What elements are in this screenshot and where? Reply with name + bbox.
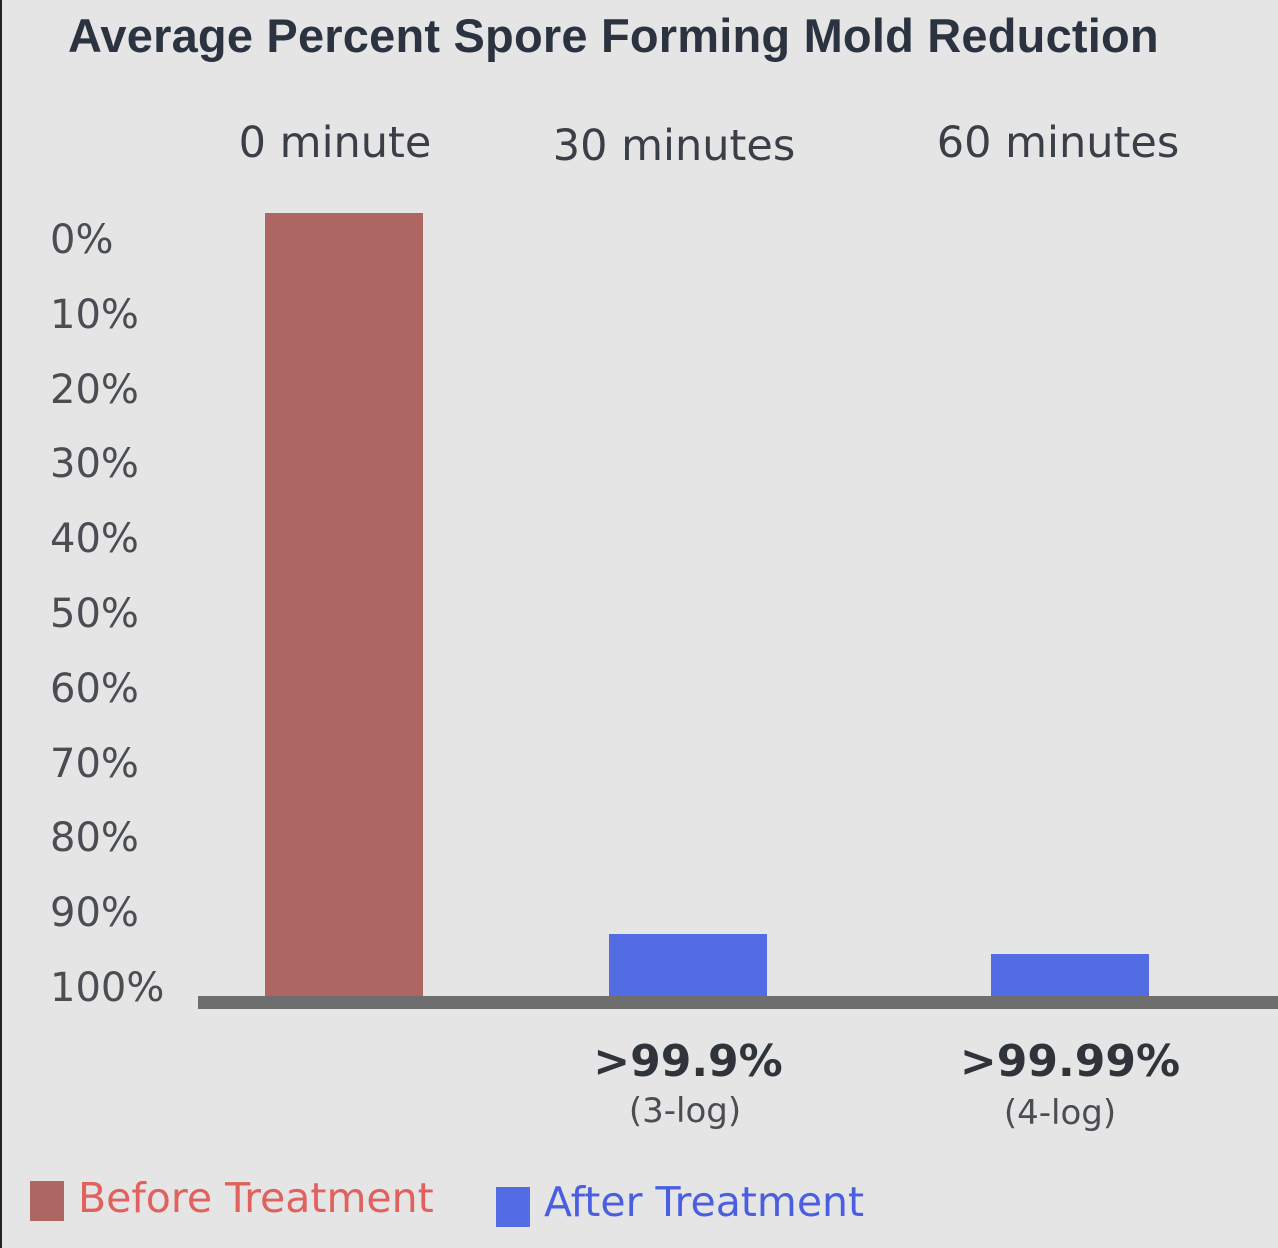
y-tick-label: 80% bbox=[50, 815, 139, 862]
legend-label-before: Before Treatment bbox=[78, 1174, 434, 1222]
y-tick-label: 30% bbox=[50, 441, 139, 488]
bar-after-2 bbox=[991, 953, 1149, 997]
baseline-axis bbox=[198, 996, 1278, 1009]
y-tick-label: 60% bbox=[50, 665, 139, 712]
annotation-main-60: >99.99% bbox=[959, 1036, 1181, 1087]
bar-before-0 bbox=[265, 213, 423, 997]
legend-swatch-before bbox=[30, 1181, 64, 1221]
category-label-2: 60 minutes bbox=[936, 118, 1180, 168]
category-label-0: 0 minute bbox=[238, 118, 432, 168]
y-tick-label: 70% bbox=[50, 740, 139, 787]
y-tick-label: 0% bbox=[50, 217, 114, 263]
y-tick-label: 50% bbox=[50, 591, 139, 637]
annotation-sub-30: (3-log) bbox=[628, 1091, 742, 1131]
annotation-sub-60: (4-log) bbox=[1003, 1093, 1117, 1133]
y-tick-label: 20% bbox=[50, 366, 139, 413]
bar-after-1 bbox=[609, 934, 767, 997]
y-tick-label: 10% bbox=[50, 291, 139, 338]
category-label-1: 30 minutes bbox=[552, 121, 796, 171]
y-tick-label: 40% bbox=[50, 516, 139, 563]
chart-title: Average Percent Spore Forming Mold Reduc… bbox=[68, 9, 1159, 62]
legend-swatch-after bbox=[496, 1187, 530, 1227]
legend-label-after: After Treatment bbox=[544, 1178, 865, 1226]
annotation-main-30: >99.9% bbox=[593, 1036, 783, 1087]
y-tick-label: 100% bbox=[50, 965, 165, 1011]
y-tick-label: 90% bbox=[50, 890, 139, 937]
